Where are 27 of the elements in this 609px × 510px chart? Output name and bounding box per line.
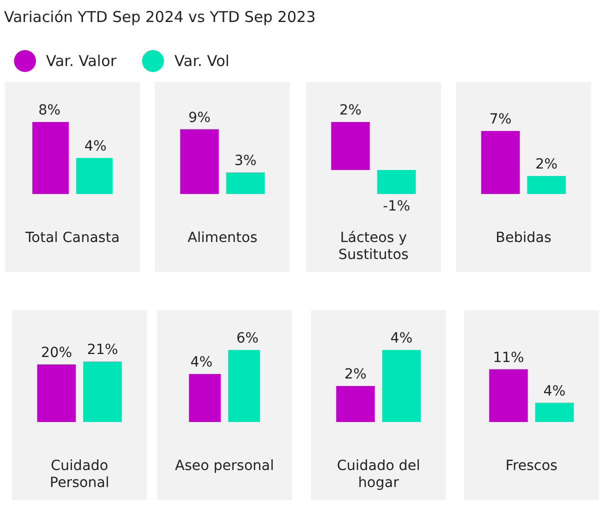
legend-label: Var. Valor [46, 52, 116, 70]
data-label: 4% [84, 138, 107, 155]
data-label: 9% [188, 110, 211, 126]
data-label: 6% [236, 330, 259, 347]
data-label: 2% [535, 156, 558, 173]
x-tick-label: Cuidado del hogar [336, 458, 420, 491]
data-label: 4% [390, 330, 413, 347]
data-label: 4% [190, 354, 213, 371]
data-label: 20% [40, 345, 72, 362]
data-label: 11% [492, 350, 524, 366]
x-tick-label: Frescos [506, 458, 558, 474]
x-tick-label: Lácteos y Sustitutos [338, 230, 409, 263]
data-label: 21% [86, 342, 118, 358]
data-label: 2% [344, 366, 367, 383]
data-label: 7% [489, 112, 512, 128]
legend-label: Var. Vol [174, 52, 230, 70]
x-tick-label: Total Canasta [24, 230, 120, 246]
text: Variación YTD Sep 2024 vs YTD Sep 2023 [4, 8, 316, 26]
x-tick-label: Cuidado Personal [50, 458, 110, 491]
data-label: 2% [339, 102, 362, 119]
data-label: -1% [382, 198, 410, 215]
data-label: 3% [234, 153, 257, 170]
data-label: 8% [38, 102, 61, 119]
x-tick-label: Alimentos [188, 230, 258, 246]
data-label: 4% [543, 383, 566, 400]
x-tick-label: Bebidas [496, 230, 552, 246]
x-tick-label: Aseo personal [175, 458, 274, 474]
